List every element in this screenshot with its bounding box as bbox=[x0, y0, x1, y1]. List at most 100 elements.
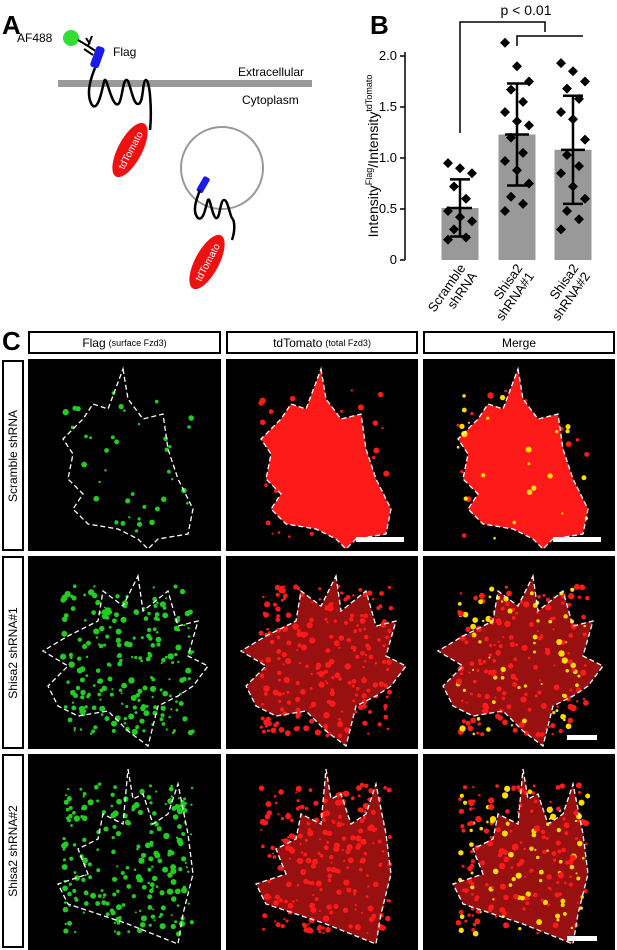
fluorescence-speck bbox=[471, 914, 475, 917]
fluorescence-speck bbox=[459, 635, 466, 641]
fluorescence-speck bbox=[333, 619, 337, 623]
fluorescence-speck bbox=[152, 627, 157, 632]
fluorescence-speck bbox=[273, 488, 279, 494]
fluorescence-speck bbox=[278, 898, 283, 903]
fluorescence-speck bbox=[284, 730, 291, 737]
fluorescence-speck bbox=[377, 391, 384, 398]
fluorescence-speck bbox=[559, 783, 565, 789]
fluorescence-speck bbox=[318, 930, 322, 934]
data-point bbox=[443, 234, 453, 245]
fluorescence-speck bbox=[535, 731, 541, 738]
fluorescence-speck bbox=[545, 836, 549, 840]
fluorescence-speck bbox=[506, 704, 512, 710]
fluorescence-speck bbox=[73, 815, 81, 822]
fluorescence-speck bbox=[68, 806, 73, 810]
fluorescence-speck bbox=[383, 786, 387, 790]
fluorescence-speck bbox=[177, 824, 182, 829]
fluorescence-speck bbox=[79, 728, 83, 731]
fluorescence-speck bbox=[456, 678, 463, 685]
fluorescence-speck bbox=[354, 903, 357, 907]
fluorescence-speck bbox=[459, 592, 463, 595]
fluorescence-speck bbox=[507, 608, 513, 614]
fluorescence-speck bbox=[134, 529, 139, 533]
fluorescence-speck bbox=[140, 705, 146, 712]
fluorescence-speck bbox=[187, 425, 191, 429]
fluorescence-speck bbox=[318, 419, 325, 426]
fluorescence-speck bbox=[303, 852, 308, 857]
fluorescence-speck bbox=[526, 489, 533, 495]
fluorescence-speck bbox=[547, 903, 551, 907]
fluorescence-speck bbox=[142, 729, 146, 733]
fluorescence-speck bbox=[341, 836, 347, 841]
fluorescence-speck bbox=[474, 918, 481, 925]
fluorescence-speck bbox=[340, 710, 344, 713]
fluorescence-speck bbox=[500, 672, 504, 675]
fluorescence-speck bbox=[62, 885, 68, 892]
fluorescence-speck bbox=[266, 810, 273, 816]
fluorescence-speck bbox=[530, 520, 536, 527]
fluorescence-speck bbox=[277, 692, 282, 697]
fluorescence-speck bbox=[305, 664, 309, 668]
fluorescence-speck bbox=[518, 722, 525, 728]
fluorescence-speck bbox=[190, 803, 193, 806]
data-point bbox=[506, 132, 516, 143]
fluorescence-speck bbox=[577, 595, 581, 599]
ylabel-sup2: tdTomato bbox=[364, 75, 374, 112]
fluorescence-speck bbox=[383, 470, 390, 477]
fluorescence-speck bbox=[293, 471, 299, 476]
fluorescence-speck bbox=[477, 693, 482, 698]
fluorescence-speck bbox=[173, 584, 178, 589]
fluorescence-speck bbox=[386, 659, 392, 665]
significance-bracket-sub bbox=[516, 35, 583, 46]
fluorescence-speck bbox=[470, 634, 473, 637]
fluorescence-speck bbox=[185, 866, 188, 869]
fluorescence-speck bbox=[261, 729, 266, 734]
fluorescence-speck bbox=[382, 620, 386, 624]
fluorescence-speck bbox=[528, 621, 535, 627]
fluorescence-speck bbox=[282, 692, 285, 696]
fluorescence-speck bbox=[62, 858, 67, 862]
fluorescence-speck bbox=[187, 677, 191, 681]
fluorescence-speck bbox=[282, 663, 285, 666]
fluorescence-speck bbox=[338, 508, 344, 515]
fluorescence-speck bbox=[488, 803, 495, 810]
flag-label: Flag bbox=[113, 45, 136, 59]
fluorescence-speck bbox=[499, 394, 506, 401]
fluorescence-speck bbox=[97, 894, 102, 898]
fluorescence-speck bbox=[330, 688, 335, 692]
fluorescence-speck bbox=[509, 829, 513, 833]
fluorescence-speck bbox=[567, 859, 574, 865]
fluorescence-speck bbox=[540, 898, 544, 902]
fluorescence-speck bbox=[105, 634, 110, 639]
fluorescence-speck bbox=[358, 516, 363, 521]
fluorescence-speck bbox=[488, 595, 492, 599]
fluorescence-speck bbox=[90, 892, 97, 899]
fluorescence-speck bbox=[131, 893, 137, 899]
fluorescence-speck bbox=[149, 519, 155, 526]
fluorescence-speck bbox=[386, 898, 390, 903]
fluorescence-speck bbox=[286, 700, 292, 705]
fluorescence-speck bbox=[358, 508, 364, 514]
fluorescence-speck bbox=[471, 927, 476, 932]
fluorescence-speck bbox=[555, 913, 561, 919]
fluorescence-speck bbox=[177, 660, 180, 664]
fluorescence-speck bbox=[275, 617, 281, 623]
fluorescence-speck bbox=[568, 633, 574, 639]
fluorescence-speck bbox=[67, 787, 70, 791]
cell-outline bbox=[452, 768, 589, 945]
fluorescence-speck bbox=[84, 705, 88, 709]
fluorescence-speck bbox=[285, 495, 289, 500]
fluorescence-speck bbox=[319, 853, 324, 858]
fluorescence-speck bbox=[525, 901, 530, 905]
fluorescence-speck bbox=[90, 732, 93, 735]
fluorescence-speck bbox=[468, 800, 475, 807]
fluorescence-speck bbox=[555, 709, 559, 713]
fluorescence-speck bbox=[500, 676, 505, 680]
fluorescence-speck bbox=[175, 700, 178, 703]
fluorescence-speck bbox=[312, 858, 319, 865]
fluorescence-speck bbox=[487, 392, 494, 399]
fluorescence-speck bbox=[539, 468, 543, 472]
fluorescence-speck bbox=[310, 880, 315, 886]
fluorescence-speck bbox=[134, 655, 138, 660]
fluorescence-speck bbox=[187, 870, 190, 873]
